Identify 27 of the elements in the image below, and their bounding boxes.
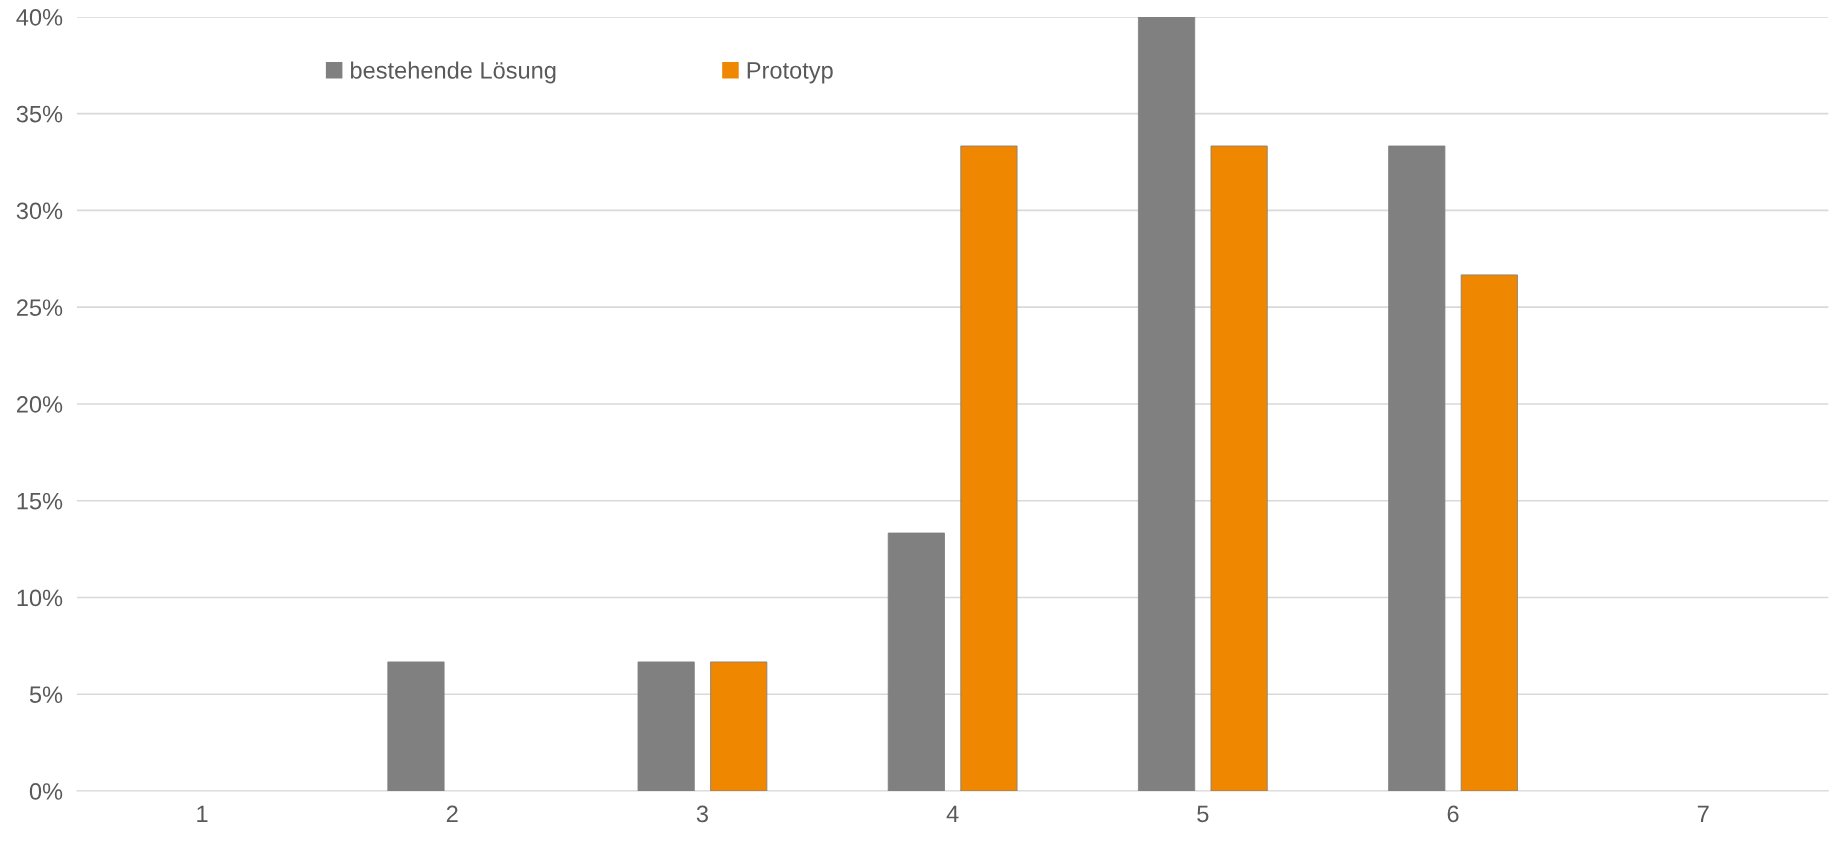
bar <box>387 661 445 792</box>
x-tick-label: 7 <box>1697 805 1709 823</box>
x-tick-label: 5 <box>1197 805 1209 823</box>
bar <box>1388 145 1446 792</box>
bar <box>1137 16 1196 792</box>
x-tick-label: 1 <box>197 805 208 823</box>
y-tick-label: 35% <box>16 105 63 123</box>
y-tick-label: 30% <box>16 202 63 220</box>
bar <box>637 661 695 792</box>
y-tick-label: 15% <box>17 492 63 510</box>
bar <box>710 661 768 792</box>
legend-label: Prototyp <box>747 62 833 84</box>
x-tick-label: 3 <box>696 805 708 823</box>
y-tick-label: 25% <box>16 299 63 316</box>
y-tick-label: 20% <box>16 396 63 413</box>
x-tick-label: 4 <box>946 805 959 823</box>
x-tick-label: 2 <box>446 805 458 823</box>
y-tick-label: 0% <box>29 783 63 800</box>
x-tick-label: 6 <box>1447 805 1459 823</box>
legend-label: bestehende Lösung <box>351 61 556 84</box>
bar <box>887 532 945 792</box>
y-tick-label: 5% <box>29 686 63 704</box>
bar <box>1460 274 1518 792</box>
bar <box>1210 145 1268 792</box>
y-tick-label: 10% <box>17 589 63 607</box>
bar <box>960 145 1018 792</box>
y-tick-label: 40% <box>16 8 63 26</box>
